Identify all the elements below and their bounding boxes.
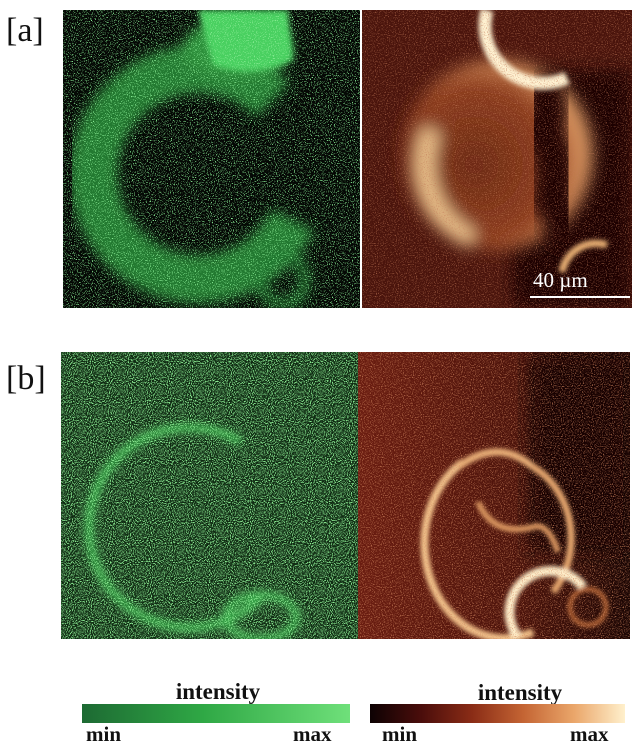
panel-b-heat-image [358,352,630,639]
heat-colorbar-title: intensity [477,680,563,705]
panel-b-green-image [61,352,358,639]
panel-a-heat-image [362,10,632,308]
panel-label-b: [b] [6,360,46,397]
green-colorbar-max-label: max [293,722,332,746]
heat-colorbar-min-label: min [382,722,418,746]
heat-colorbar [370,704,625,723]
green-colorbar [82,704,350,723]
scale-bar-line [530,296,630,298]
heat-colorbar-max-label: max [570,722,609,746]
green-colorbar-title: intensity [175,679,261,704]
panel-label-a: [a] [6,12,44,49]
scale-bar-label: 40 µm [533,268,588,292]
green-colorbar-min-label: min [86,722,122,746]
panel-a-green-image [63,10,360,308]
